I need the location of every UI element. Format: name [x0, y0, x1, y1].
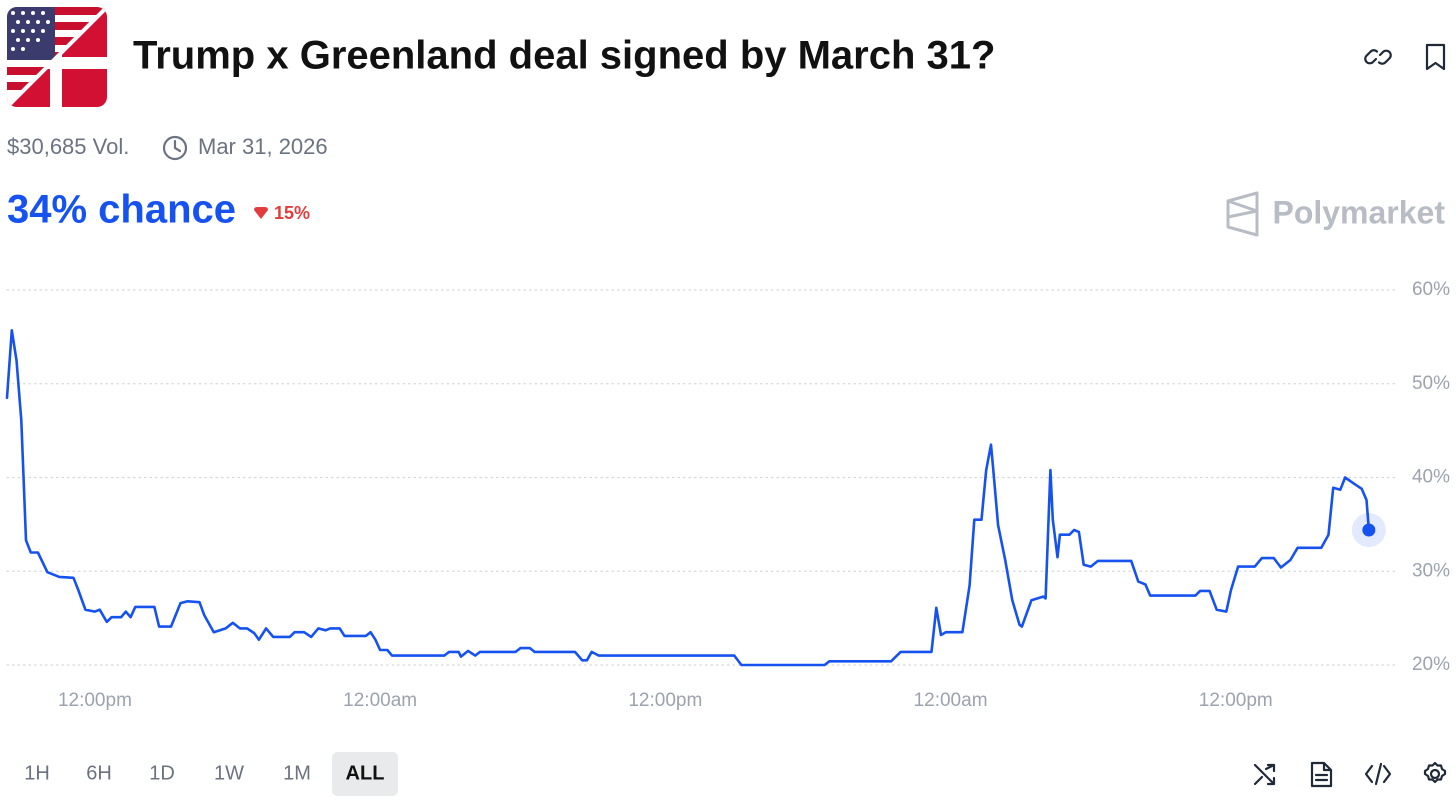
- y-tick-label: 20%: [1412, 654, 1450, 675]
- end-date: Mar 31, 2026: [198, 134, 328, 159]
- range-selector: 1H 6H 1D 1W 1M ALL: [24, 752, 398, 796]
- change-down-icon: [254, 207, 268, 219]
- range-active-bg: [332, 752, 398, 796]
- volume: $30,685 Vol.: [7, 134, 129, 159]
- shuffle-button[interactable]: [1253, 763, 1276, 786]
- price-line: [5, 329, 1371, 667]
- x-tick-label: 12:00pm: [628, 690, 702, 711]
- range-button[interactable]: 1H: [24, 762, 50, 784]
- embed-button[interactable]: [1364, 762, 1392, 786]
- document-button[interactable]: [1310, 761, 1333, 788]
- x-tick-label: 12:00am: [343, 690, 417, 711]
- market-icon: [7, 7, 107, 107]
- y-tick-label: 30%: [1412, 560, 1450, 581]
- y-tick-label: 60%: [1412, 279, 1450, 300]
- y-tick-label: 50%: [1412, 373, 1450, 394]
- x-tick-label: 12:00pm: [58, 690, 132, 711]
- range-button[interactable]: 1W: [214, 762, 244, 784]
- range-button[interactable]: 1M: [283, 762, 311, 784]
- copy-link-button[interactable]: [1364, 49, 1392, 65]
- x-tick-label: 12:00pm: [1199, 690, 1273, 711]
- market-title: Trump x Greenland deal signed by March 3…: [133, 34, 995, 78]
- clock-icon: [162, 135, 188, 161]
- change: 15%: [274, 203, 310, 223]
- bookmark-button[interactable]: [1425, 43, 1446, 71]
- chance: 34% chance: [7, 188, 236, 232]
- settings-button[interactable]: [1423, 761, 1447, 784]
- brand-name: Polymarket: [1272, 194, 1445, 230]
- x-tick-label: 12:00am: [914, 690, 988, 711]
- y-tick-label: 40%: [1412, 467, 1450, 488]
- range-button[interactable]: 6H: [86, 762, 112, 784]
- last-point: [1362, 523, 1376, 537]
- price-chart: 20% 30% 40% 50% 60% 12:00pm 12:00am 12:00pm 12:0…: [5, 279, 1450, 711]
- range-button[interactable]: ALL: [346, 762, 385, 784]
- range-button[interactable]: 1D: [149, 762, 175, 784]
- brand-logo: [1226, 191, 1259, 237]
